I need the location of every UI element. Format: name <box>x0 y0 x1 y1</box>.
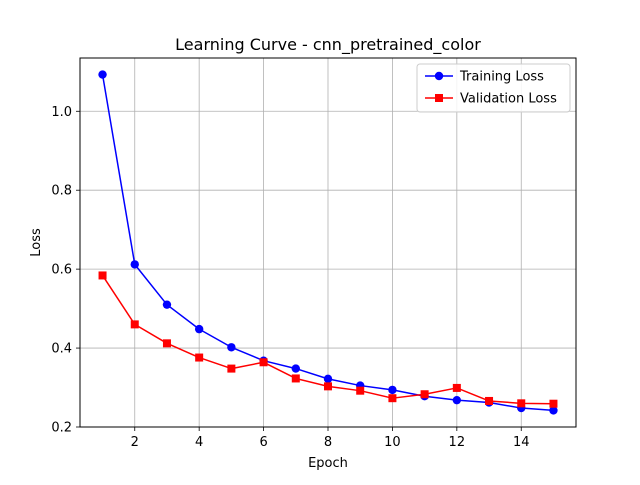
validation-loss-point <box>98 271 107 280</box>
validation-loss-point <box>259 358 268 367</box>
y-tick-label: 0.4 <box>51 342 72 357</box>
chart-title: Learning Curve - cnn_pretrained_color <box>175 35 481 55</box>
validation-loss-series <box>98 271 558 408</box>
ticks: 2 4 6 8 10 12 14 0.2 0.4 0.6 0.8 1.0 <box>51 105 529 450</box>
training-loss-point <box>323 374 333 384</box>
validation-loss-point <box>291 374 300 383</box>
y-axis-label: Loss <box>29 228 44 257</box>
validation-loss-point <box>549 399 558 408</box>
validation-loss-point <box>130 320 139 329</box>
x-tick-label: 14 <box>513 435 530 450</box>
x-tick-label: 6 <box>259 435 267 450</box>
training-loss-point <box>130 260 139 269</box>
x-tick-label: 12 <box>449 435 466 450</box>
series-layer <box>98 70 558 415</box>
y-tick-label: 1.0 <box>51 105 72 120</box>
validation-loss-point <box>420 390 429 399</box>
validation-loss-point <box>485 396 494 405</box>
training-loss-point <box>388 385 397 395</box>
validation-loss-point <box>517 399 526 408</box>
training-loss-point <box>549 406 558 415</box>
y-tick-label: 0.8 <box>51 184 72 199</box>
validation-loss-point <box>452 383 461 392</box>
x-axis-label: Epoch <box>308 456 348 471</box>
validation-loss-point <box>388 394 397 403</box>
legend-validation-loss-marker <box>435 94 443 102</box>
legend-training-loss-marker <box>434 71 444 81</box>
validation-loss-point <box>227 364 236 373</box>
x-tick-label: 4 <box>195 435 203 450</box>
y-tick-label: 0.2 <box>51 421 72 436</box>
validation-loss-point <box>324 382 332 391</box>
training-loss-point <box>98 70 107 79</box>
legend-validation-loss-label: Validation Loss <box>460 92 557 107</box>
validation-loss-point <box>162 339 171 348</box>
legend-box <box>416 63 571 113</box>
training-loss-point <box>452 395 462 405</box>
legend: Training Loss Validation Loss <box>416 63 571 113</box>
validation-loss-point <box>356 386 365 395</box>
x-tick-label: 8 <box>324 435 332 450</box>
validation-loss-point <box>195 353 204 362</box>
training-loss-point <box>291 364 300 373</box>
training-loss-point <box>227 343 236 352</box>
x-tick-label: 10 <box>384 435 401 450</box>
training-loss-point <box>162 300 172 309</box>
training-loss-point <box>194 324 204 334</box>
y-tick-label: 0.6 <box>51 263 72 278</box>
x-tick-label: 2 <box>131 435 139 450</box>
legend-training-loss-label: Training Loss <box>459 70 544 85</box>
